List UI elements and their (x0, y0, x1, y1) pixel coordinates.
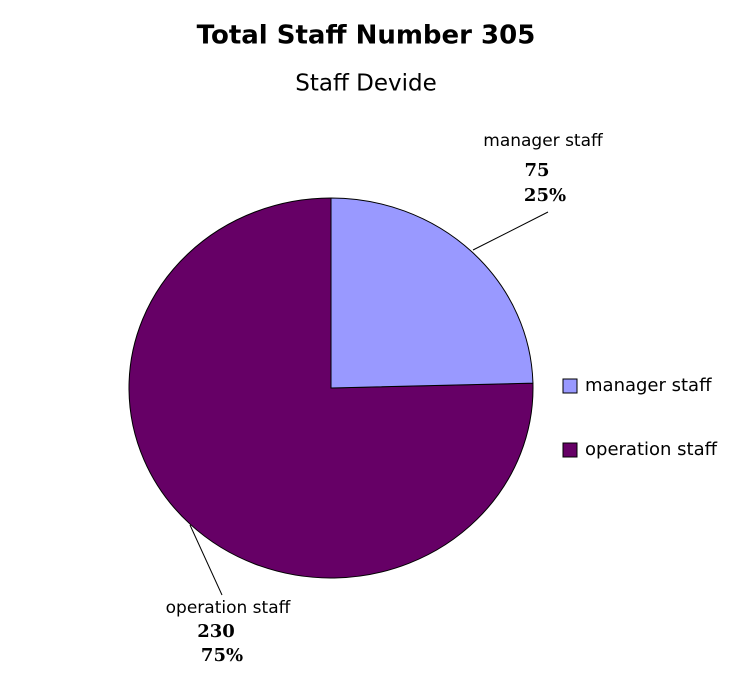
legend-label: manager staff (585, 375, 712, 396)
slice-label: manager staff (483, 131, 604, 151)
leader-line (189, 524, 223, 596)
chart-title: Total Staff Number 305 (197, 21, 536, 51)
legend-label: operation staff (585, 439, 718, 460)
slice-value: 230 (197, 621, 235, 642)
pie-slice (330, 197, 534, 389)
slice-label: operation staff (166, 598, 292, 618)
slice-percent: 75% (201, 645, 243, 666)
slice-value: 75 (524, 160, 549, 181)
chart-subtitle: Staff Devide (295, 71, 436, 97)
legend-swatch (562, 442, 578, 458)
legend-swatch (562, 378, 578, 394)
leader-line (472, 211, 549, 251)
slice-percent: 25% (524, 185, 566, 206)
